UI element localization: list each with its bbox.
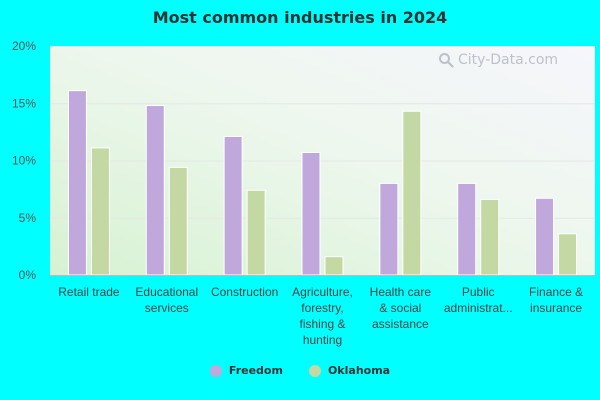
bars <box>67 90 578 276</box>
y-tick-label: 5% <box>19 211 37 225</box>
bar-oklahoma-5[interactable] <box>480 198 500 276</box>
y-axis-ticks: 0% 5% 10% 15% 20% <box>12 39 36 282</box>
bar-freedom-4[interactable] <box>379 182 399 276</box>
x-category-label: Retail trade <box>58 285 120 299</box>
legend-swatch-oklahoma <box>308 364 321 377</box>
chart-title: Most common industries in 2024 <box>152 8 448 27</box>
y-tick-label: 20% <box>12 39 36 53</box>
bar-oklahoma-2[interactable] <box>246 189 266 276</box>
y-tick-label: 15% <box>12 96 36 110</box>
bar-freedom-2[interactable] <box>223 135 243 276</box>
bar-freedom-6[interactable] <box>535 197 555 276</box>
bar-oklahoma-0[interactable] <box>90 147 110 276</box>
x-category-label: Health care & social assistance <box>370 285 432 331</box>
x-category-label: Finance & insurance <box>529 285 583 315</box>
bar-freedom-1[interactable] <box>145 105 165 276</box>
watermark-text: City-Data.com <box>458 52 559 68</box>
x-category-label: Agriculture, forestry, fishing & hunting <box>292 285 353 347</box>
legend-label-oklahoma: Oklahoma <box>327 364 391 377</box>
legend-swatch-freedom <box>209 364 222 377</box>
y-tick-label: 10% <box>12 154 36 168</box>
gridlines <box>50 46 595 219</box>
bar-oklahoma-4[interactable] <box>402 110 422 276</box>
bar-freedom-0[interactable] <box>67 90 87 276</box>
magnifier-icon <box>439 53 454 68</box>
bar-freedom-5[interactable] <box>457 182 477 276</box>
x-category-label: Public administrat... <box>444 285 513 315</box>
x-axis-labels: Retail trade Educational services Construct… <box>58 285 583 347</box>
bar-freedom-3[interactable] <box>301 151 321 276</box>
bar-oklahoma-6[interactable] <box>558 233 578 276</box>
legend-item-oklahoma[interactable]: Oklahoma <box>308 364 391 377</box>
legend: Freedom Oklahoma <box>0 364 600 377</box>
x-category-label: Construction <box>211 285 278 299</box>
bar-oklahoma-1[interactable] <box>168 166 188 276</box>
bar-oklahoma-3[interactable] <box>324 256 344 276</box>
y-tick-label: 0% <box>19 268 37 282</box>
legend-item-freedom[interactable]: Freedom <box>209 364 283 377</box>
watermark: City-Data.com <box>438 52 558 68</box>
x-category-label: Educational services <box>135 285 198 315</box>
legend-label-freedom: Freedom <box>228 364 283 377</box>
